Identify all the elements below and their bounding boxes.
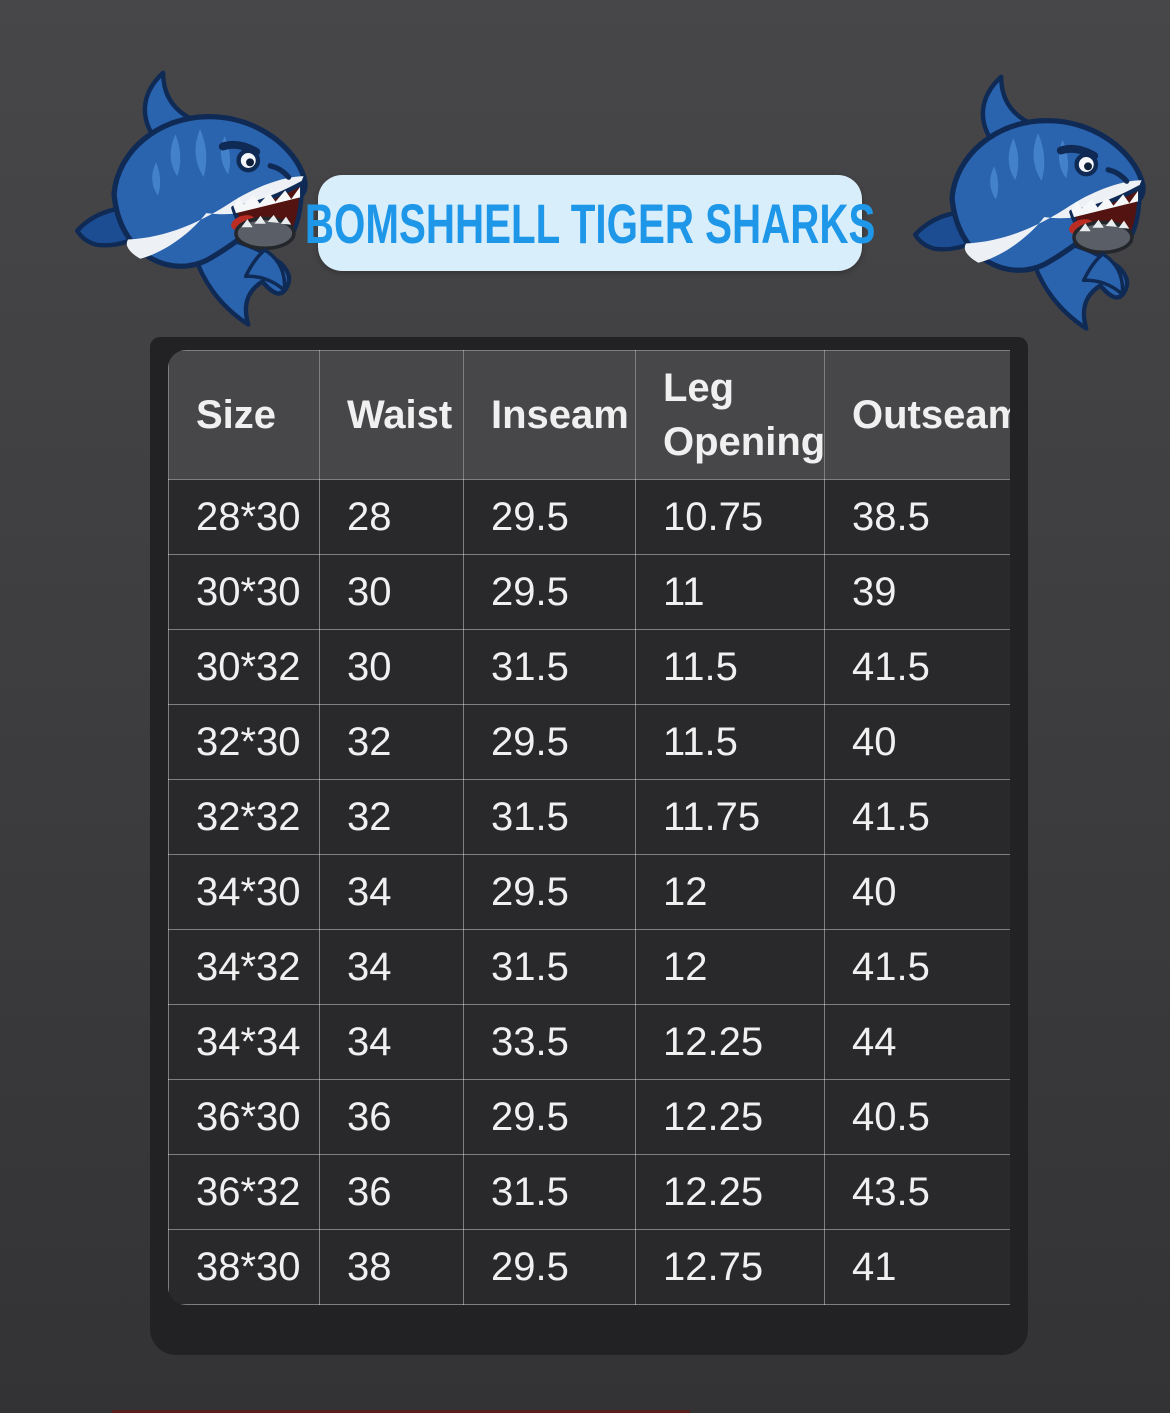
size-chart-table: Size Waist Inseam Leg Opening Outseam 28*30 2… — [168, 350, 1010, 1305]
table-cell: 12.25 — [635, 1154, 825, 1230]
table-cell: 31.5 — [463, 929, 636, 1005]
table-cell: 34 — [319, 854, 464, 930]
table-cell: 40 — [824, 704, 1010, 780]
table-cell: 30 — [319, 629, 464, 705]
table-cell: 38*30 — [168, 1229, 320, 1305]
table-cell: 29.5 — [463, 1079, 636, 1155]
column-header: Waist — [319, 350, 464, 480]
table-cell: 41.5 — [824, 779, 1010, 855]
size-chart-table-wrap: Size Waist Inseam Leg Opening Outseam 28*30 2… — [168, 350, 1010, 1305]
table-cell: 36 — [319, 1079, 464, 1155]
table-row: 34*34 34 33.5 12.25 44 — [168, 1004, 1010, 1080]
table-cell: 31.5 — [463, 1154, 636, 1230]
page-title: BOMSHHELL TIGER SHARKS — [304, 191, 876, 255]
table-header-row: Size Waist Inseam Leg Opening Outseam — [168, 350, 1010, 480]
column-header: Outseam — [824, 350, 1010, 480]
table-cell: 33.5 — [463, 1004, 636, 1080]
table-cell: 28*30 — [168, 479, 320, 555]
table-cell: 29.5 — [463, 479, 636, 555]
table-cell: 34 — [319, 1004, 464, 1080]
table-cell: 28 — [319, 479, 464, 555]
column-header: Leg Opening — [635, 350, 825, 480]
table-cell: 39 — [824, 554, 1010, 630]
table-cell: 30*32 — [168, 629, 320, 705]
size-table-body: 28*30 28 29.5 10.75 38.5 30*30 30 29.5 11 39 30*32… — [168, 479, 1010, 1305]
table-cell: 12 — [635, 854, 825, 930]
table-cell: 41.5 — [824, 929, 1010, 1005]
table-cell: 34*30 — [168, 854, 320, 930]
table-cell: 32 — [319, 779, 464, 855]
table-cell: 30 — [319, 554, 464, 630]
table-cell: 36 — [319, 1154, 464, 1230]
table-cell: 29.5 — [463, 704, 636, 780]
table-cell: 11 — [635, 554, 825, 630]
table-row: 32*30 32 29.5 11.5 40 — [168, 704, 1010, 780]
table-cell: 12.25 — [635, 1004, 825, 1080]
table-cell: 40.5 — [824, 1079, 1010, 1155]
table-cell: 32*30 — [168, 704, 320, 780]
table-cell: 12.75 — [635, 1229, 825, 1305]
table-cell: 31.5 — [463, 779, 636, 855]
table-row: 28*30 28 29.5 10.75 38.5 — [168, 479, 1010, 555]
table-row: 36*30 36 29.5 12.25 40.5 — [168, 1079, 1010, 1155]
table-row: 36*32 36 31.5 12.25 43.5 — [168, 1154, 1010, 1230]
table-cell: 34*32 — [168, 929, 320, 1005]
title-badge: BOMSHHELL TIGER SHARKS — [305, 175, 875, 271]
table-cell: 30*30 — [168, 554, 320, 630]
table-row: 30*32 30 31.5 11.5 41.5 — [168, 629, 1010, 705]
table-cell: 38 — [319, 1229, 464, 1305]
table-cell: 41.5 — [824, 629, 1010, 705]
table-cell: 11.5 — [635, 704, 825, 780]
table-cell: 12 — [635, 929, 825, 1005]
shark-mascot-right-icon — [890, 68, 1170, 340]
table-cell: 32*32 — [168, 779, 320, 855]
table-cell: 11.5 — [635, 629, 825, 705]
table-cell: 36*32 — [168, 1154, 320, 1230]
table-cell: 29.5 — [463, 554, 636, 630]
table-cell: 34 — [319, 929, 464, 1005]
table-cell: 12.25 — [635, 1079, 825, 1155]
table-row: 38*30 38 29.5 12.75 41 — [168, 1229, 1010, 1305]
table-cell: 43.5 — [824, 1154, 1010, 1230]
table-cell: 44 — [824, 1004, 1010, 1080]
table-cell: 34*34 — [168, 1004, 320, 1080]
table-cell: 29.5 — [463, 854, 636, 930]
table-cell: 38.5 — [824, 479, 1010, 555]
shark-mascot-left-icon — [52, 64, 334, 336]
table-cell: 31.5 — [463, 629, 636, 705]
table-cell: 32 — [319, 704, 464, 780]
table-cell: 36*30 — [168, 1079, 320, 1155]
table-row: 32*32 32 31.5 11.75 41.5 — [168, 779, 1010, 855]
table-cell: 41 — [824, 1229, 1010, 1305]
cropped-bottom-element — [112, 1410, 690, 1413]
table-cell: 40 — [824, 854, 1010, 930]
column-header: Size — [168, 350, 320, 480]
table-cell: 29.5 — [463, 1229, 636, 1305]
size-chart-panel: Size Waist Inseam Leg Opening Outseam 28*30 2… — [150, 337, 1028, 1355]
table-row: 34*32 34 31.5 12 41.5 — [168, 929, 1010, 1005]
table-row: 30*30 30 29.5 11 39 — [168, 554, 1010, 630]
table-cell: 10.75 — [635, 479, 825, 555]
table-cell: 11.75 — [635, 779, 825, 855]
column-header: Inseam — [463, 350, 636, 480]
table-row: 34*30 34 29.5 12 40 — [168, 854, 1010, 930]
